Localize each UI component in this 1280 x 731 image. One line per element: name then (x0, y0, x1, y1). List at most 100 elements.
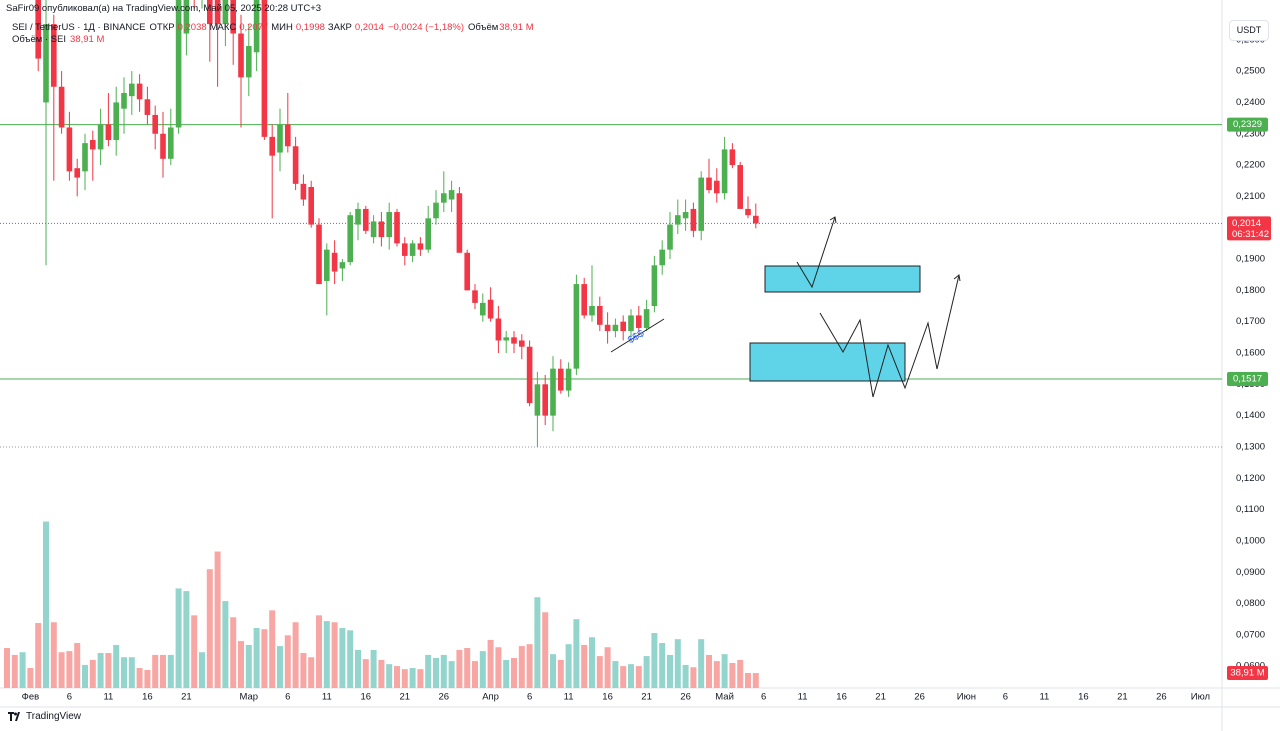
candle-body (503, 337, 509, 341)
candle-body (339, 262, 346, 269)
candles (35, 0, 759, 447)
candle-body (667, 224, 673, 250)
x-tick-label: Июн (957, 692, 976, 703)
candle-body (253, 0, 260, 53)
candle-body (370, 221, 377, 238)
volume-bar (690, 667, 697, 688)
candle-body (714, 180, 720, 194)
volume-bar (745, 673, 751, 688)
x-tick-label: 6 (1003, 692, 1008, 703)
volume-bar (667, 654, 673, 688)
candle-body (238, 33, 244, 78)
x-tick-label: 16 (836, 692, 847, 703)
candle-body (565, 368, 572, 391)
y-tick-label: 0,1100 (1236, 504, 1264, 515)
candle-body (534, 384, 541, 416)
candle-body (487, 299, 494, 319)
candle-body (292, 146, 299, 184)
x-tick-label: 11 (798, 692, 808, 703)
x-tick-label: 21 (875, 692, 886, 703)
volume-bar (160, 654, 166, 688)
candle-body (682, 212, 689, 219)
candle-body (129, 83, 135, 97)
volume-bar (43, 521, 49, 688)
levels (0, 124, 1222, 448)
volume-bar (596, 656, 603, 688)
volume-bar (503, 659, 510, 688)
candle-body (261, 0, 268, 137)
volume-bar (222, 601, 229, 688)
y-tick-label: 0,2200 (1236, 160, 1265, 171)
candle-body (433, 202, 439, 219)
volume-bar (152, 654, 159, 688)
volume-bar (713, 661, 720, 688)
x-tick-label: 21 (641, 692, 652, 703)
y-tick-label: 0,0700 (1236, 629, 1265, 640)
candle-body (597, 306, 603, 325)
volume-bar (394, 666, 400, 688)
y-tick-label: 0,2300 (1236, 128, 1265, 139)
x-tick-label: 11 (322, 692, 332, 703)
y-tick-label: 0,1600 (1236, 348, 1265, 359)
candle-body (113, 102, 119, 141)
volume-bar (526, 644, 533, 688)
candle-body (183, 0, 190, 34)
ohlc-label: МИН (271, 22, 293, 33)
volume-bar (518, 646, 525, 688)
x-tick-label: 26 (680, 692, 691, 703)
candle-body (636, 315, 642, 328)
candle-body (222, 0, 229, 25)
candle-body (160, 133, 166, 159)
volume-bar (417, 669, 424, 688)
volume-bar (121, 657, 127, 688)
candle-body (464, 252, 470, 291)
publish-text: SaFir09 опубликовал(а) на TradingView.co… (6, 3, 322, 14)
volume-bar (456, 649, 463, 688)
x-tick-label: 16 (1078, 692, 1089, 703)
volume-bar (238, 641, 244, 688)
candle-body (604, 324, 611, 332)
volume-bar (698, 639, 705, 688)
y-tick-label: 0,1200 (1236, 473, 1265, 484)
y-tick-label: 0,1000 (1236, 535, 1265, 546)
candle-body (519, 340, 525, 347)
candle-body (753, 215, 759, 224)
volume-bar (362, 659, 369, 688)
last-price-badge (1227, 216, 1271, 241)
y-tick-label: 0,1300 (1236, 441, 1265, 452)
volume-bar (331, 622, 338, 688)
volume-bar (643, 656, 650, 688)
candle-body (628, 315, 634, 332)
candle-body (43, 24, 49, 103)
candle-body (651, 265, 658, 307)
level-badge (1227, 371, 1268, 386)
volume-bar (292, 622, 299, 688)
x-tick-label: 21 (400, 692, 411, 703)
volume-bar (199, 652, 205, 688)
brand: TradingView (8, 711, 81, 722)
x-tick-label: Апр (482, 692, 499, 703)
volume-bar (682, 664, 689, 688)
candle-body (573, 284, 580, 369)
candle-body (316, 224, 322, 285)
ohlc-label: ЗАКР (327, 22, 352, 33)
candle-body (417, 243, 424, 250)
legend: SEI / TetherUS · 1Д · BINANCE ОТКР 0,2038… (12, 22, 534, 33)
volume-bar (729, 663, 736, 688)
volume-title: Объём (468, 22, 499, 33)
currency-button[interactable]: USDT (1229, 20, 1269, 41)
publish-info: SaFir09 опубликовал(а) на TradingView.co… (6, 3, 321, 14)
candle-body (643, 309, 650, 328)
volume-bar (612, 661, 619, 688)
candle-body (394, 212, 400, 244)
volume-bar (11, 654, 18, 688)
y-tick-label: 0,1700 (1236, 316, 1265, 327)
candle-body (214, 0, 221, 25)
volume-bar (635, 666, 642, 688)
candle-body (58, 86, 65, 128)
y-tick-label: 0,2400 (1236, 97, 1265, 108)
candle-body (737, 165, 743, 209)
volume-bar (542, 612, 549, 688)
volume-bar (284, 635, 291, 688)
